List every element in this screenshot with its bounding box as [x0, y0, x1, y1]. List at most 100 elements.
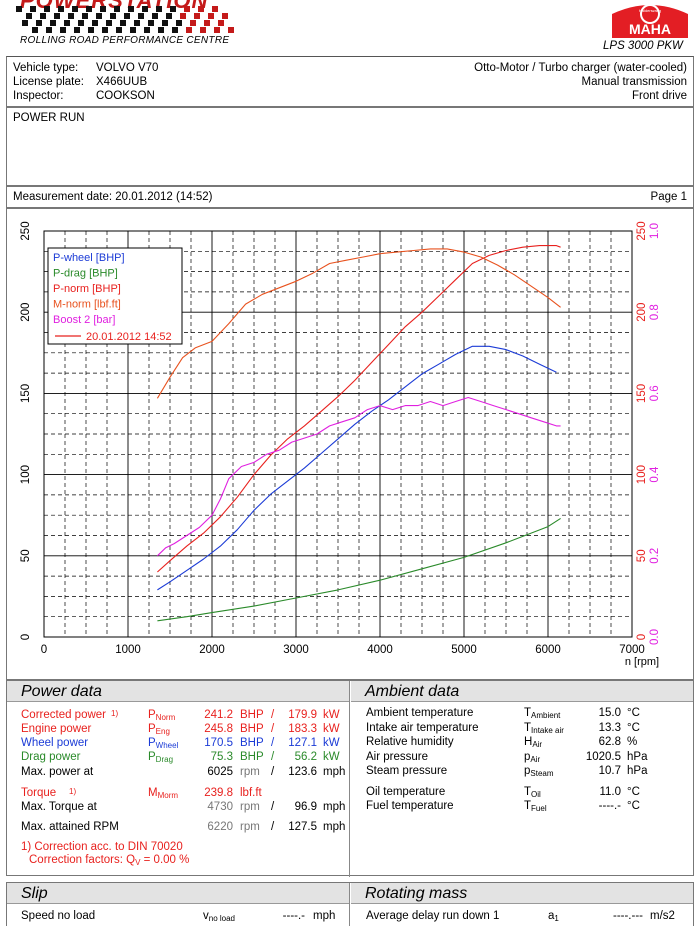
slip-row-value: ----.- [282, 910, 305, 922]
rotating-mass-title: Rotating mass [351, 883, 693, 904]
right-boost-tick-label: 0.4 [649, 466, 661, 483]
left-y-tick-label: 200 [20, 303, 32, 322]
power-row-value2: 127.1 [288, 737, 317, 749]
ambient-row-value: ----.- [598, 800, 621, 812]
torque-value: 239.8 [204, 787, 233, 799]
power-row-label: Engine power [21, 723, 92, 735]
checker-square [96, 13, 102, 19]
legend-entry: Boost 2 [bar] [53, 314, 115, 326]
x-tick-label: 5000 [451, 644, 477, 656]
correction-footnote: 1) Correction acc. to DIN 70020 [21, 841, 183, 853]
power-row-unit1: BHP [240, 723, 264, 735]
power-row-unit1: BHP [240, 709, 264, 721]
power-row-value1: 245.8 [204, 723, 233, 735]
checker-square [68, 13, 74, 19]
x-tick-label: 4000 [367, 644, 393, 656]
power-row-value1: 6025 [207, 766, 233, 778]
power-row-symbol: PEng [148, 723, 170, 736]
ambient-row-value: 62.8 [598, 736, 621, 748]
checkered-flag-logo [16, 6, 234, 33]
rotating-row-label: Average delay run down 1 [366, 910, 500, 922]
p-wheel-line [157, 345, 557, 591]
checker-square [128, 6, 134, 12]
power-row-label: Drag power [21, 751, 81, 763]
slip-title: Slip [7, 883, 349, 904]
ambient-row-unit: hPa [627, 765, 648, 777]
maha-logo: Haldenwang MAHA [612, 4, 688, 38]
run-title: POWER RUN [13, 112, 85, 124]
power-row-separator: / [271, 737, 275, 749]
ambient-row-label: Relative humidity [366, 736, 454, 748]
max-rpm-separator: / [271, 821, 275, 833]
checker-square [176, 20, 182, 26]
maha-badge-text: Haldenwang [639, 8, 661, 13]
checker-square [58, 6, 64, 12]
column-divider [349, 681, 350, 877]
drive-type: Front drive [632, 90, 687, 102]
checker-square [22, 20, 28, 26]
right-power-tick-label: 150 [636, 384, 648, 403]
checker-square [172, 27, 178, 33]
checker-square [40, 13, 46, 19]
right-power-tick-label: 0 [636, 634, 648, 640]
ambient-row-label: Air pressure [366, 751, 428, 763]
max-torque-value2: 96.9 [294, 801, 317, 813]
power-row-unit2: mph [323, 766, 346, 778]
rotating-row-symbol: a1 [548, 910, 559, 923]
chart-legend: P-wheel [BHP] P-drag [BHP] P-norm [BHP] M-n… [47, 247, 183, 345]
power-row-unit2: kW [323, 709, 340, 721]
power-row-unit1: BHP [240, 751, 264, 763]
checker-square [54, 13, 60, 19]
power-row-note: 1) [111, 709, 119, 718]
correction-factors: Correction factors: QV = 0.00 % [29, 854, 190, 867]
power-row-label: Max. power at [21, 766, 94, 778]
power-row-unit2: kW [323, 723, 340, 735]
vehicle-type-value: VOLVO V70 [96, 62, 159, 74]
legend-entry: P-drag [BHP] [53, 268, 118, 280]
checker-square [144, 27, 150, 33]
checker-square [92, 20, 98, 26]
checker-square [204, 20, 210, 26]
checker-square [218, 20, 224, 26]
ambient-row-unit: °C [627, 707, 640, 719]
checker-square [102, 27, 108, 33]
right-boost-tick-label: 0.0 [649, 629, 661, 645]
ambient-row-value: 11.0 [599, 786, 621, 798]
power-row-value2: 56.2 [294, 751, 317, 763]
right-power-tick-label: 250 [636, 221, 648, 240]
inspector-value: COOKSON [96, 90, 155, 102]
power-row-value1: 170.5 [204, 737, 233, 749]
max-torque-label: Max. Torque at [21, 801, 97, 813]
checker-square [162, 20, 168, 26]
power-row-symbol: PDrag [148, 751, 174, 764]
x-tick-label: 7000 [619, 644, 645, 656]
x-tick-label: 2000 [199, 644, 225, 656]
checker-square [72, 6, 78, 12]
checker-square [156, 6, 162, 12]
left-y-tick-label: 0 [20, 634, 32, 640]
checker-square [130, 27, 136, 33]
legend-run-label: 20.01.2012 14:52 [86, 331, 172, 343]
torque-unit: lbf.ft [240, 787, 262, 799]
ambient-row-label: Oil temperature [366, 786, 446, 798]
checker-square [148, 20, 154, 26]
checker-square [78, 20, 84, 26]
checker-square [180, 13, 186, 19]
ambient-row-symbol: TIntake air [524, 722, 564, 735]
checker-square [44, 6, 50, 12]
power-row-value2: 123.6 [288, 766, 317, 778]
ambient-row-unit: °C [627, 800, 640, 812]
x-tick-label: 0 [41, 644, 47, 656]
power-row-value2: 179.9 [288, 709, 317, 721]
measurement-bar: Measurement date: 20.01.2012 (14:52) Pag… [6, 186, 694, 208]
ambient-row-label: Ambient temperature [366, 707, 474, 719]
right-power-tick-label: 200 [636, 303, 648, 322]
ambient-row-label: Steam pressure [366, 765, 448, 777]
torque-symbol: MMorm [148, 787, 179, 800]
left-y-tick-label: 50 [20, 549, 32, 562]
ambient-row-unit: °C [627, 786, 640, 798]
slip-rotating-panel: Slip Rotating mass Speed no load vno loa… [6, 882, 694, 926]
x-tick-label: 1000 [115, 644, 141, 656]
checker-square [228, 27, 234, 33]
ambient-row-symbol: HAir [524, 736, 543, 749]
